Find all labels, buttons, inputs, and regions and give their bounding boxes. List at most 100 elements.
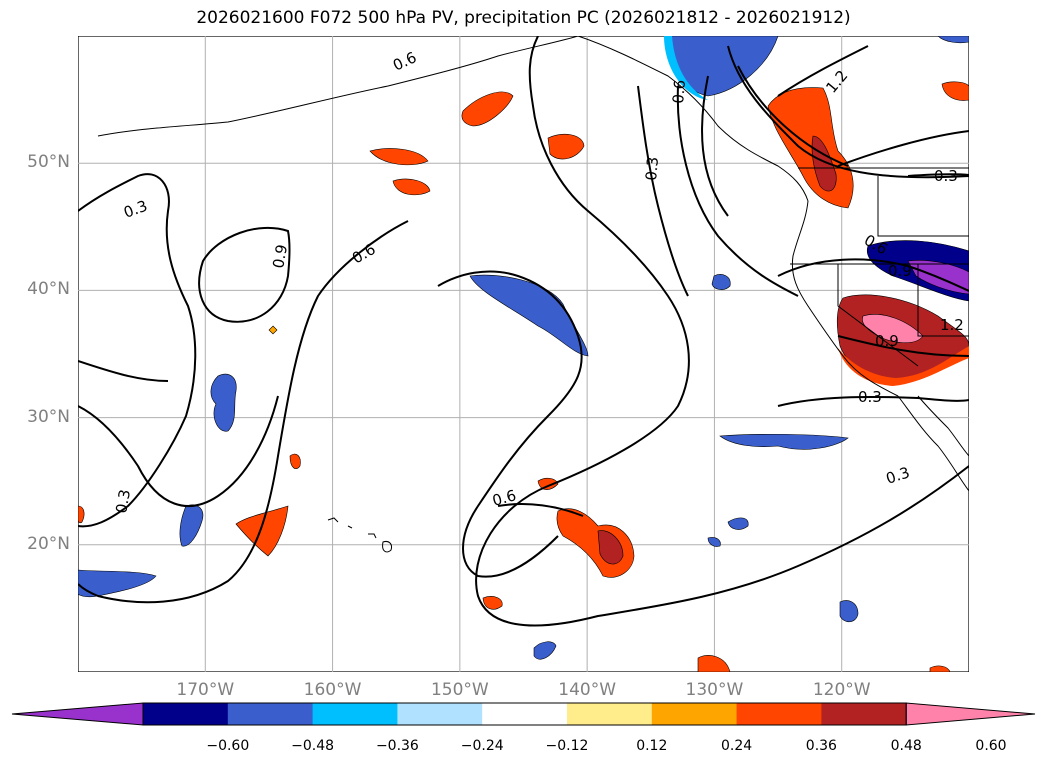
contour-0.9-north — [701, 75, 729, 217]
positive-precip-patches — [78, 81, 969, 672]
precip-patch-west-edge — [78, 505, 85, 524]
colorbar-segment — [397, 703, 483, 725]
colorbar-tick-label: 0.12 — [636, 738, 668, 754]
contour-label: 0.6 — [669, 79, 689, 104]
colorbar-frame — [142, 702, 907, 726]
contour-0.9 — [198, 226, 291, 323]
colorbar-extend-min — [11, 702, 144, 726]
longitude-label: 130°W — [685, 680, 744, 700]
mexico-inner-coast — [917, 395, 969, 457]
colorbar — [11, 702, 1036, 726]
contour-california-2 — [837, 335, 969, 357]
longitude-label: 120°W — [812, 680, 871, 700]
colorbar-tick-label: −0.24 — [460, 738, 504, 754]
precip-patch-nw-small-1 — [369, 148, 429, 166]
precip-patch-hawaii-nw — [210, 373, 237, 432]
colorbar-tick-label: −0.12 — [545, 738, 589, 754]
contour-label: 1.2 — [940, 316, 964, 334]
contour-label: 0.3 — [642, 156, 662, 181]
precip-patch-nw-small-2 — [392, 178, 431, 196]
contour-0.3-e — [907, 173, 969, 177]
precip-patch-central-pacific — [469, 274, 589, 357]
precip-patch-top-right — [937, 36, 969, 44]
baja-coast — [897, 395, 969, 492]
precip-patch-central-south-core — [597, 530, 624, 565]
latitude-label: 20°N — [27, 533, 70, 554]
alaska-coast — [97, 36, 579, 137]
colorbar-tick-label: 0.60 — [975, 738, 1007, 754]
us-west-coast — [791, 200, 899, 397]
contour-0.3-west — [78, 173, 197, 528]
contour-0.6-central — [437, 270, 583, 578]
precip-patch-top-right — [941, 81, 969, 101]
contour-0.3-central — [475, 36, 969, 627]
map-plot: 0.3 0.9 0.6 0.3 0.6 0.3 0.6 0.6 1.2 0.3 … — [78, 36, 969, 672]
pv-contours — [78, 36, 969, 627]
colorbar-segment — [143, 703, 229, 725]
colorbar-extend-max — [905, 702, 1036, 726]
colorbar-segment — [312, 703, 398, 725]
bc-coast — [577, 36, 809, 202]
state-border-3 — [837, 264, 919, 367]
contour-trough-1 — [727, 45, 969, 179]
contour-0.6-main — [78, 220, 409, 604]
contour-label: 0.3 — [112, 488, 134, 515]
longitude-label: 140°W — [558, 680, 617, 700]
contour-label: 0.9 — [888, 262, 912, 280]
contour-1.2 — [777, 45, 869, 97]
coastlines — [97, 36, 969, 553]
precip-patch-oregon-small — [711, 274, 731, 290]
latitude-label: 30°N — [27, 406, 70, 427]
contour-label: 0.3 — [858, 388, 882, 406]
contour-label: 0.9 — [269, 243, 291, 270]
precip-patch-small-7 — [482, 596, 503, 610]
latitude-label: 50°N — [27, 152, 70, 173]
contour-0.3-ne — [837, 130, 969, 167]
hawaii-islands — [327, 517, 392, 553]
precip-patch-small-9 — [929, 665, 951, 672]
colorbar-segment — [821, 703, 907, 725]
colorbar-tick-label: 0.36 — [805, 738, 837, 754]
contour-0.3-north — [637, 85, 689, 297]
contour-0.6-loop — [78, 395, 279, 507]
contour-california-3 — [777, 395, 969, 407]
precip-patch-hawaii-w — [179, 504, 204, 547]
colorbar-tick-label: 0.24 — [721, 738, 753, 754]
contour-label: 0.6 — [490, 486, 518, 510]
latitude-label: 40°N — [27, 279, 70, 300]
longitude-label: 160°W — [303, 680, 362, 700]
longitude-label: 150°W — [430, 680, 489, 700]
negative-precip-patches — [78, 36, 969, 660]
colorbar-segment — [227, 703, 314, 725]
colorbar-tick-label: −0.60 — [206, 738, 250, 754]
contour-0.3-west-loop — [78, 360, 169, 382]
colorbar-tick-label: −0.36 — [375, 738, 419, 754]
colorbar-segment — [651, 703, 738, 725]
precip-patch-west-edge — [78, 569, 157, 598]
colorbar-tick-label: −0.48 — [291, 738, 335, 754]
precip-patch-subtropics — [719, 433, 849, 450]
colorbar-segment — [482, 703, 568, 725]
precip-patch-ne-pacific-edge — [664, 36, 708, 100]
chart-title: 2026021600 F072 500 hPa PV, precipitatio… — [196, 8, 851, 28]
precip-patch-small-8 — [697, 655, 731, 672]
contour-0.6-north — [676, 85, 799, 297]
contour-trough-2 — [737, 65, 849, 167]
precip-patch-south — [839, 600, 859, 623]
precip-patch-bc-coast-core — [811, 135, 837, 192]
state-border-2 — [877, 176, 969, 237]
precip-patch-small-3 — [707, 537, 721, 547]
longitude-label: 170°W — [176, 680, 235, 700]
precip-patch-small-10 — [268, 325, 278, 335]
contour-california-1 — [777, 258, 969, 292]
contour-label: 0.3 — [934, 167, 958, 185]
state-border-4 — [917, 264, 969, 337]
precip-patch-small-5 — [289, 453, 301, 469]
precip-patch-california-south-outer — [838, 346, 969, 386]
precip-patch-nw-small-4 — [547, 133, 585, 160]
precip-patch-small-2 — [533, 641, 557, 660]
contour-0.6-central-low — [497, 503, 584, 517]
colorbar-segment — [567, 703, 653, 725]
colorbar-segment — [736, 703, 822, 725]
precip-patch-small-1 — [727, 517, 749, 530]
